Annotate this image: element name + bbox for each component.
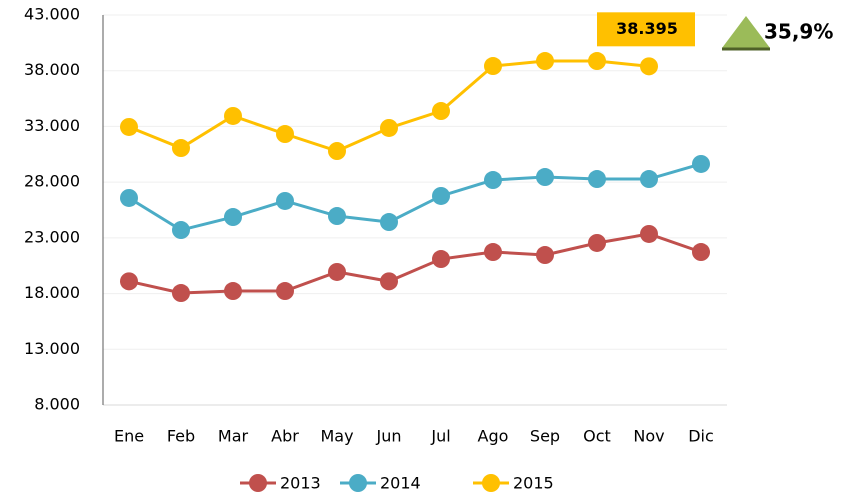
legend-label: 2015 — [513, 474, 554, 493]
x-tick-label: Dic — [688, 427, 714, 446]
data-point — [172, 221, 190, 240]
y-tick-label: 28.000 — [24, 172, 80, 191]
data-point — [172, 284, 190, 303]
x-tick-label: Mar — [218, 427, 249, 446]
data-point — [484, 243, 502, 262]
increase-triangle — [722, 16, 770, 48]
data-point — [692, 243, 710, 262]
x-tick-label: Nov — [633, 427, 664, 446]
y-tick-label: 18.000 — [24, 283, 80, 302]
series-line — [128, 232, 702, 295]
data-point — [588, 170, 606, 189]
x-tick-label: May — [320, 427, 353, 446]
x-tick-label: Oct — [583, 427, 611, 446]
x-tick-label: Feb — [167, 427, 195, 446]
data-point — [640, 170, 658, 189]
data-point — [692, 154, 710, 173]
data-point — [380, 118, 398, 137]
data-point — [536, 168, 554, 187]
data-point — [536, 246, 554, 265]
data-point — [328, 142, 346, 161]
data-point — [328, 207, 346, 226]
y-tick-label: 8.000 — [34, 395, 80, 414]
data-point — [328, 262, 346, 281]
data-point — [588, 233, 606, 252]
x-tick-label: Jun — [376, 427, 402, 446]
data-point — [484, 57, 502, 76]
data-point — [432, 186, 450, 205]
value-label: 38.395 — [616, 19, 678, 38]
change-annotation: 35,9% — [764, 20, 833, 44]
data-point — [588, 52, 606, 71]
data-point — [640, 224, 658, 243]
y-tick-label: 43.000 — [24, 5, 80, 24]
data-point — [432, 250, 450, 269]
data-point — [276, 282, 294, 301]
y-tick-label: 13.000 — [24, 339, 80, 358]
y-tick-label: 38.000 — [24, 60, 80, 79]
y-tick-label: 23.000 — [24, 227, 80, 246]
data-point — [172, 139, 190, 158]
data-point — [536, 52, 554, 71]
data-point — [224, 208, 242, 227]
legend-label: 2014 — [380, 474, 421, 493]
x-tick-label: Abr — [271, 427, 299, 446]
value-label-box — [597, 12, 695, 47]
series-line — [128, 59, 650, 153]
data-point — [380, 272, 398, 291]
series-line — [128, 162, 702, 232]
data-point — [640, 57, 658, 76]
data-point — [120, 272, 138, 291]
y-tick-label: 33.000 — [24, 116, 80, 135]
data-point — [224, 106, 242, 125]
data-point — [120, 188, 138, 207]
x-tick-label: Ene — [114, 427, 144, 446]
data-point — [276, 125, 294, 144]
x-tick-label: Ago — [478, 427, 509, 446]
legend-label: 2013 — [280, 474, 321, 493]
data-point — [432, 102, 450, 121]
legend-marker — [482, 474, 500, 492]
legend-marker — [349, 474, 367, 492]
data-point — [484, 171, 502, 190]
x-tick-label: Sep — [530, 427, 560, 446]
data-point — [224, 282, 242, 301]
legend-marker — [249, 474, 267, 492]
data-point — [276, 191, 294, 210]
data-point — [120, 117, 138, 136]
data-point — [380, 213, 398, 232]
x-tick-label: Jul — [430, 427, 450, 446]
